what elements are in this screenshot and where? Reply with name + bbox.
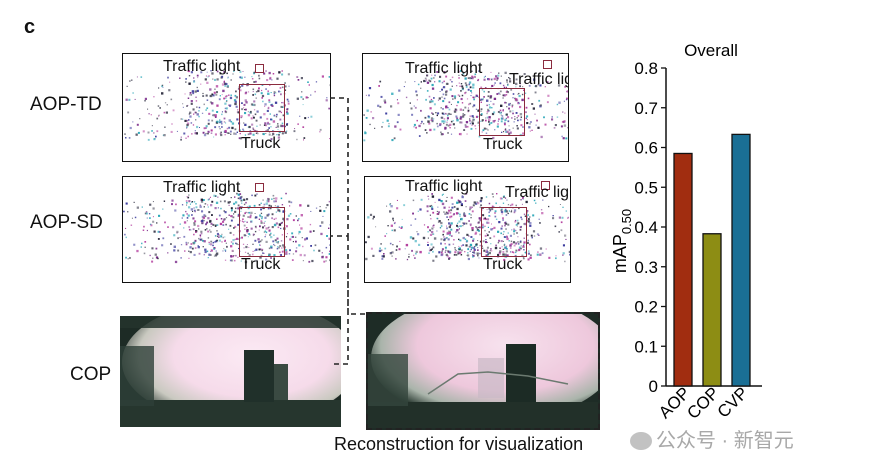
chart-title: Overall	[684, 41, 738, 60]
row-label-aop-sd: AOP-SD	[30, 212, 103, 233]
y-tick-label: 0.4	[634, 218, 658, 237]
dashed-connector	[330, 97, 366, 365]
traffic-light-label: Traffic light	[405, 178, 483, 195]
truck-label: Truck	[483, 136, 523, 153]
traffic-light-box	[255, 64, 264, 73]
x-tick-label-cvp: CVP	[714, 383, 752, 421]
y-axis: 0 0.1 0.2 0.3 0.4 0.5 0.6 0.7 0.8	[634, 59, 762, 396]
y-tick-label: 0.1	[634, 337, 658, 356]
watermark-text: 公众号 · 新智元	[656, 430, 794, 452]
event-frame-aop-td-left: Traffic light Truck	[122, 53, 331, 162]
event-scatter	[365, 192, 570, 263]
reconstruction-photo-drawing	[368, 314, 598, 428]
wechat-icon	[630, 432, 652, 450]
truck-label: Truck	[241, 135, 281, 152]
truck-label: Truck	[241, 256, 281, 273]
traffic-light-label: Traffic light	[405, 60, 483, 77]
cop-photo	[120, 316, 341, 427]
y-tick-label: 0.8	[634, 59, 658, 78]
y-tick-label: 0.5	[634, 178, 658, 197]
y-tick-label: 0.6	[634, 139, 658, 158]
traffic-light-box	[543, 60, 552, 69]
y-axis-label: mAP0.50	[610, 209, 634, 273]
bar-cvp	[731, 133, 751, 387]
traffic-light-box	[255, 183, 264, 192]
bar-chart: Overall 0 0.1 0.2 0.3 0.4 0.5 0.6 0.7 0.8 AOPCOP…	[610, 41, 762, 423]
truck-box	[239, 207, 285, 257]
traffic-light-label: Traffic light	[163, 179, 241, 196]
event-scatter	[123, 192, 330, 264]
y-tick-label: 0.7	[634, 99, 658, 118]
traffic-light-label: Traffic light	[505, 184, 570, 201]
truck-label: Truck	[483, 256, 523, 273]
traffic-light-label: Traffic light	[509, 71, 568, 88]
panel-letter: c	[24, 16, 36, 38]
traffic-light-box	[541, 181, 550, 190]
bar-aop	[673, 152, 693, 387]
event-scatter	[124, 70, 330, 141]
y-tick-label: 0.2	[634, 298, 658, 317]
bar-cop	[702, 233, 722, 387]
cop-photo-drawing	[120, 316, 341, 427]
x-tick-label-cop: COP	[683, 383, 722, 422]
watermark: 公众号 · 新智元	[630, 424, 794, 453]
figure-caption: Reconstruction for visualization	[334, 434, 584, 454]
event-frame-aop-td-right: Traffic light Traffic light Truck	[362, 53, 569, 162]
row-label-cop: COP	[70, 364, 112, 385]
row-label-aop-td: AOP-TD	[30, 94, 102, 115]
truck-box	[481, 207, 527, 257]
y-tick-label: 0.3	[634, 258, 658, 277]
x-tick-label-aop: AOP	[655, 383, 694, 422]
event-frame-aop-sd-left: Traffic light Truck	[122, 176, 331, 283]
y-tick-label: 0	[649, 377, 658, 396]
bars	[673, 133, 751, 387]
truck-box	[239, 84, 285, 132]
reconstruction-photo	[366, 312, 600, 430]
traffic-light-label: Traffic light	[163, 58, 241, 75]
event-frame-aop-sd-right: Traffic light Traffic light Truck	[364, 176, 571, 283]
truck-box	[479, 88, 525, 136]
